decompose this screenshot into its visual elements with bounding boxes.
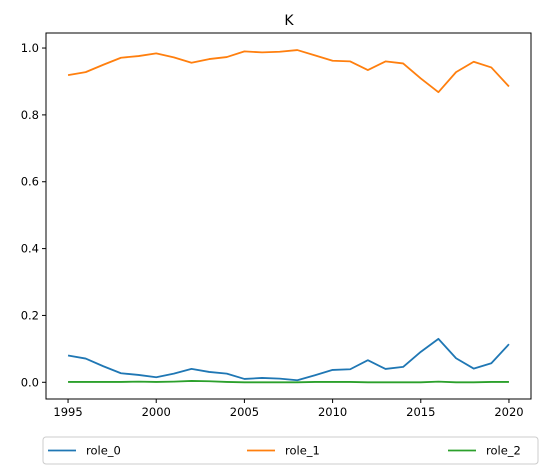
- legend-label-role_0: role_0: [86, 444, 121, 458]
- x-tick-label: 1995: [53, 405, 82, 419]
- legend-label-role_2: role_2: [486, 444, 521, 458]
- series-line-role_0: [68, 339, 509, 380]
- chart-title: K: [284, 13, 294, 29]
- series-layer: [68, 50, 509, 382]
- x-tick-label: 2020: [494, 405, 523, 419]
- x-tick-label: 2000: [142, 405, 171, 419]
- x-tick-label: 2015: [406, 405, 435, 419]
- series-line-role_1: [68, 50, 509, 92]
- x-tick-label: 2005: [230, 405, 259, 419]
- y-tick-label: 1.0: [21, 41, 39, 55]
- y-tick-label: 0.8: [21, 108, 39, 122]
- axes: 1995 2000 2005 2010 2015 2020 0.0 0.2 0.4 0.6 0.8 1…: [21, 33, 531, 419]
- legend: role_0 role_1 role_2: [43, 437, 538, 464]
- x-tick-label: 2010: [318, 405, 347, 419]
- legend-label-role_1: role_1: [285, 444, 320, 458]
- y-tick-label: 0.0: [21, 375, 39, 389]
- axes-frame: [46, 33, 531, 399]
- y-tick-label: 0.2: [21, 308, 39, 322]
- y-tick-label: 0.4: [21, 242, 39, 256]
- series-line-role_2: [68, 381, 509, 382]
- y-tick-label: 0.6: [21, 175, 39, 189]
